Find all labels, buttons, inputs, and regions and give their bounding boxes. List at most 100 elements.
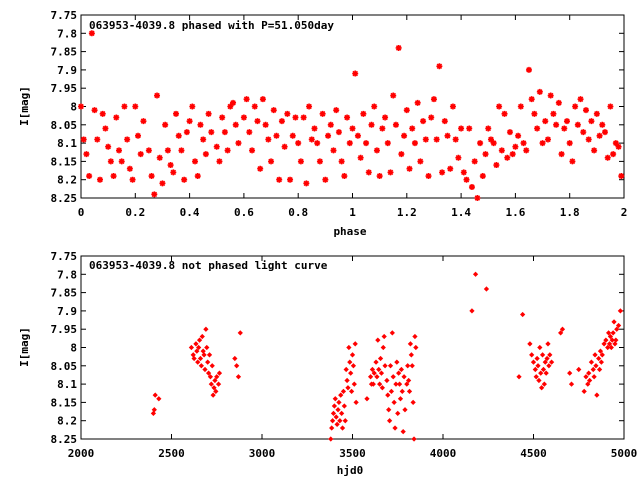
phased-x-tick-label: 0 xyxy=(78,206,85,219)
unphased-data-point xyxy=(546,363,552,369)
unphased-title: 063953-4039.8 not phased light curve xyxy=(89,259,328,272)
phased-data-point xyxy=(126,165,133,172)
unphased-data-point xyxy=(597,348,604,354)
phased-data-point xyxy=(311,125,318,132)
phased-data-point xyxy=(91,107,98,114)
phased-data-point xyxy=(175,132,182,139)
phased-data-point xyxy=(208,129,215,136)
unphased-data-point xyxy=(352,341,358,347)
unphased-data-point xyxy=(617,308,624,314)
unphased-data-point xyxy=(370,381,376,387)
phased-data-point xyxy=(306,103,313,110)
phased-data-point xyxy=(523,147,530,154)
phased-data-point xyxy=(433,136,440,143)
phased-data-point xyxy=(254,118,261,125)
phased-data-point xyxy=(273,132,280,139)
unphased-data-point xyxy=(377,355,384,362)
phased-data-point xyxy=(401,132,408,139)
phased-data-point xyxy=(563,118,570,125)
phased-data-point xyxy=(398,151,405,158)
phased-data-point xyxy=(463,176,470,183)
unphased-data-point xyxy=(581,388,587,395)
phased-data-point xyxy=(333,107,340,114)
unphased-x-tick-label: 2000 xyxy=(68,447,95,460)
phased-data-point xyxy=(496,103,503,110)
unphased-y-tick-label: 8.15 xyxy=(51,396,78,409)
phased-data-point xyxy=(262,121,269,128)
phased-x-tick-label: 1.4 xyxy=(451,206,471,219)
unphased-data-point xyxy=(614,326,620,332)
phased-title: 063953-4039.8 phased with P=51.050day xyxy=(89,19,334,32)
unphased-data-point xyxy=(198,363,204,369)
unphased-data-point xyxy=(194,348,200,354)
unphased-data-point xyxy=(234,363,240,369)
phased-data-point xyxy=(284,110,291,117)
unphased-data-point xyxy=(396,370,402,376)
phased-data-point xyxy=(257,165,264,172)
unphased-data-point xyxy=(367,374,374,380)
unphased-data-point xyxy=(607,333,614,340)
unphased-data-point xyxy=(342,418,348,424)
unphased-data-point xyxy=(606,341,613,347)
phased-data-point xyxy=(230,99,237,106)
phased-x-tick-label: 1.6 xyxy=(505,206,525,219)
phased-data-point xyxy=(387,169,394,176)
phased-data-point xyxy=(460,169,467,176)
unphased-data-point xyxy=(399,388,405,395)
phased-data-point xyxy=(118,158,125,165)
phased-data-point xyxy=(458,125,465,132)
unphased-data-point xyxy=(400,429,406,435)
unphased-data-point xyxy=(576,366,582,373)
unphased-data-point xyxy=(348,370,354,376)
unphased-data-point xyxy=(534,355,540,362)
unphased-data-point xyxy=(207,374,214,380)
unphased-data-point xyxy=(188,344,195,351)
unphased-data-point xyxy=(350,363,357,369)
unphased-data-point xyxy=(344,377,350,384)
unphased-data-point xyxy=(390,374,396,380)
phased-data-point xyxy=(300,114,307,121)
phased-data-point xyxy=(221,129,228,136)
phased-data-point xyxy=(439,169,446,176)
phased-data-point xyxy=(558,151,565,158)
unphased-data-point xyxy=(472,271,479,277)
phased-data-point xyxy=(612,140,619,147)
phased-data-point xyxy=(129,176,136,183)
unphased-data-point xyxy=(384,377,390,384)
unphased-y-ticks: 7.75 7.8 7.85 7.9 7.95 8 8.05 8.1 8.15 8.2 8.25 xyxy=(51,250,624,446)
unphased-data-point xyxy=(536,377,542,384)
unphased-y-tick-label: 7.8 xyxy=(57,268,77,281)
unphased-data-point xyxy=(410,399,416,406)
phased-data-point xyxy=(379,125,386,132)
phased-y-tick-label: 7.9 xyxy=(57,64,77,77)
phased-data-point xyxy=(303,180,310,187)
phased-data-point xyxy=(580,129,587,136)
phased-data-point xyxy=(246,129,253,136)
phased-data-point xyxy=(515,132,522,139)
unphased-data-point xyxy=(332,396,338,402)
phased-data-point xyxy=(314,140,321,147)
unphased-data-point xyxy=(593,363,599,369)
phased-data-point xyxy=(477,140,484,147)
unphased-data-point xyxy=(369,366,376,373)
unphased-data-point xyxy=(209,363,215,369)
phased-data-point xyxy=(360,110,367,117)
phased-data-point xyxy=(596,132,603,139)
unphased-data-point xyxy=(338,392,344,398)
unphased-data-point xyxy=(201,352,207,358)
phased-data-point xyxy=(414,99,421,106)
unphased-data-point xyxy=(235,374,242,380)
phased-data-point xyxy=(341,173,348,180)
unphased-x-label: hjd0 xyxy=(337,464,364,477)
phased-data-point xyxy=(406,165,413,172)
unphased-data-point xyxy=(381,333,387,340)
unphased-data-point xyxy=(237,330,243,336)
phased-data-point xyxy=(569,158,576,165)
phased-data-point xyxy=(471,158,478,165)
unphased-data-point xyxy=(151,407,157,413)
unphased-data-point xyxy=(388,388,395,395)
phased-data-point xyxy=(259,96,266,103)
unphased-data-point xyxy=(540,366,547,373)
unphased-x-tick-label: 3500 xyxy=(339,447,366,460)
